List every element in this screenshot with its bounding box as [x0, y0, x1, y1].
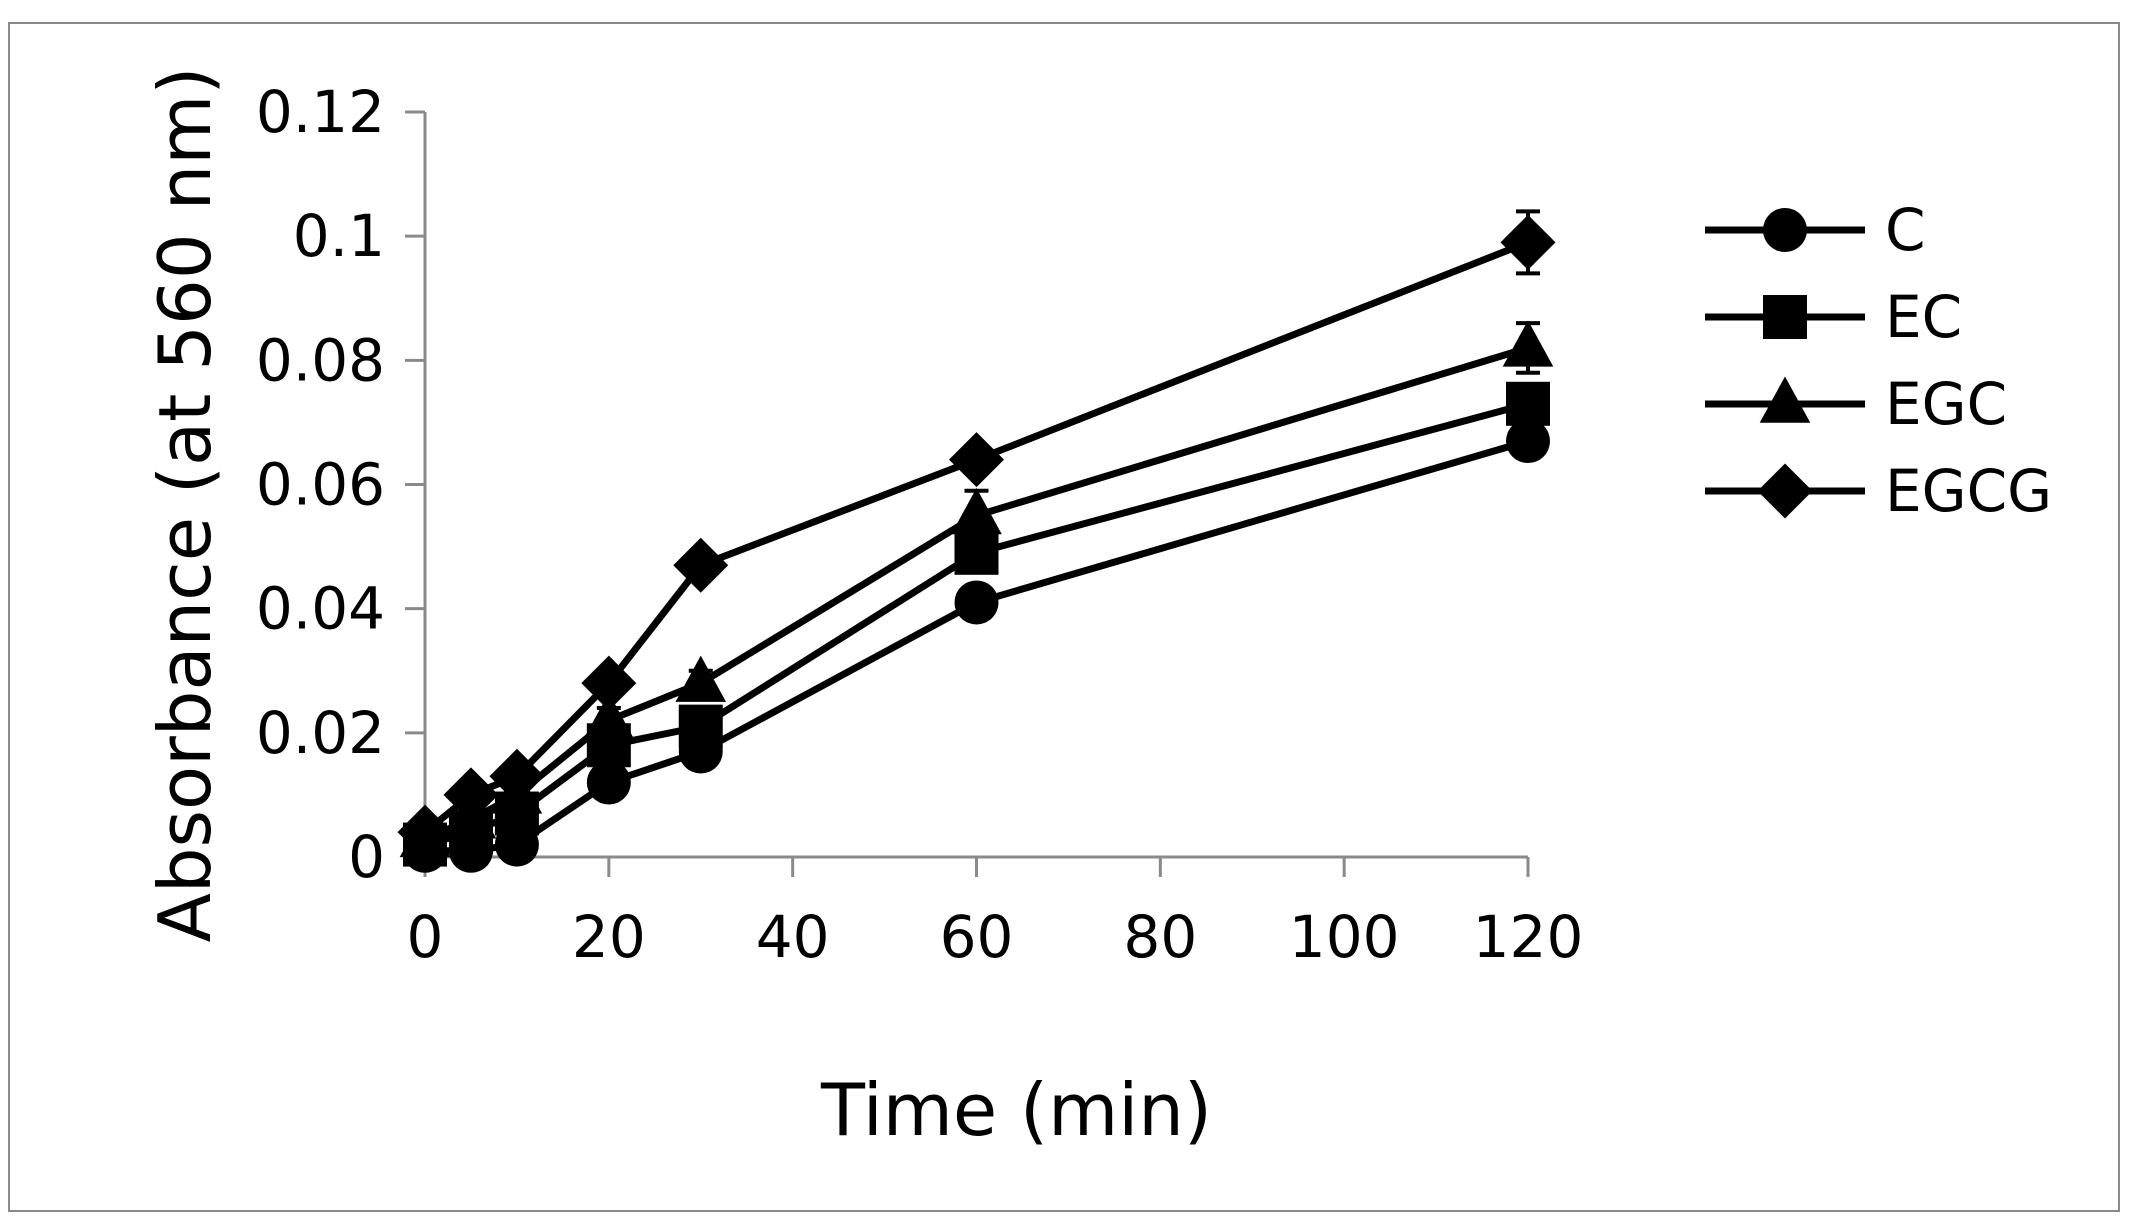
data-point-egcg	[489, 748, 545, 804]
data-point-c	[586, 760, 631, 805]
y-tick-label: 0.1	[293, 202, 385, 270]
legend-label-egcg: EGCG	[1885, 457, 2052, 525]
data-point-egc	[1502, 320, 1554, 367]
x-tick-label: 20	[572, 903, 646, 971]
y-tick-label: 0.02	[256, 699, 385, 767]
legend-marker-egcg	[1757, 463, 1813, 519]
data-point-egcg	[581, 655, 637, 711]
data-point-egcg	[397, 804, 453, 860]
data-point-c	[954, 580, 999, 625]
x-tick-label: 120	[1473, 903, 1584, 971]
data-point-egcg	[1500, 214, 1556, 270]
data-point-egc	[583, 692, 635, 740]
data-point-egc	[675, 655, 727, 702]
y-tick-label: 0.12	[256, 78, 385, 146]
x-tick-label: 60	[940, 903, 1014, 971]
y-axis-title: Absorbance (at 560 nm)	[143, 67, 227, 943]
legend-marker-c	[1763, 208, 1807, 252]
x-axis-title: Time (min)	[820, 1068, 1212, 1152]
legend-label-c: C	[1885, 196, 1926, 264]
legend-label-ec: EC	[1885, 283, 1962, 351]
y-tick-label: 0.06	[256, 451, 385, 519]
data-point-ec	[1506, 381, 1550, 426]
y-tick-label: 0.08	[256, 326, 385, 394]
y-tick-label: 0.04	[256, 575, 385, 643]
data-point-egcg	[443, 767, 499, 823]
data-point-c	[1506, 419, 1550, 464]
data-point-egcg	[673, 537, 729, 593]
legend-marker-ec	[1763, 295, 1807, 339]
x-tick-label: 40	[756, 903, 830, 971]
legend-marker-egc	[1759, 376, 1811, 423]
x-tick-label: 100	[1289, 903, 1400, 971]
x-tick-label: 0	[407, 903, 444, 971]
data-point-egc	[951, 488, 1002, 535]
x-tick-label: 80	[1123, 903, 1197, 971]
legend-label-egc: EGC	[1885, 370, 2007, 438]
y-tick-label: 0	[348, 823, 385, 891]
data-point-ec	[678, 704, 723, 749]
data-point-egcg	[949, 432, 1004, 488]
